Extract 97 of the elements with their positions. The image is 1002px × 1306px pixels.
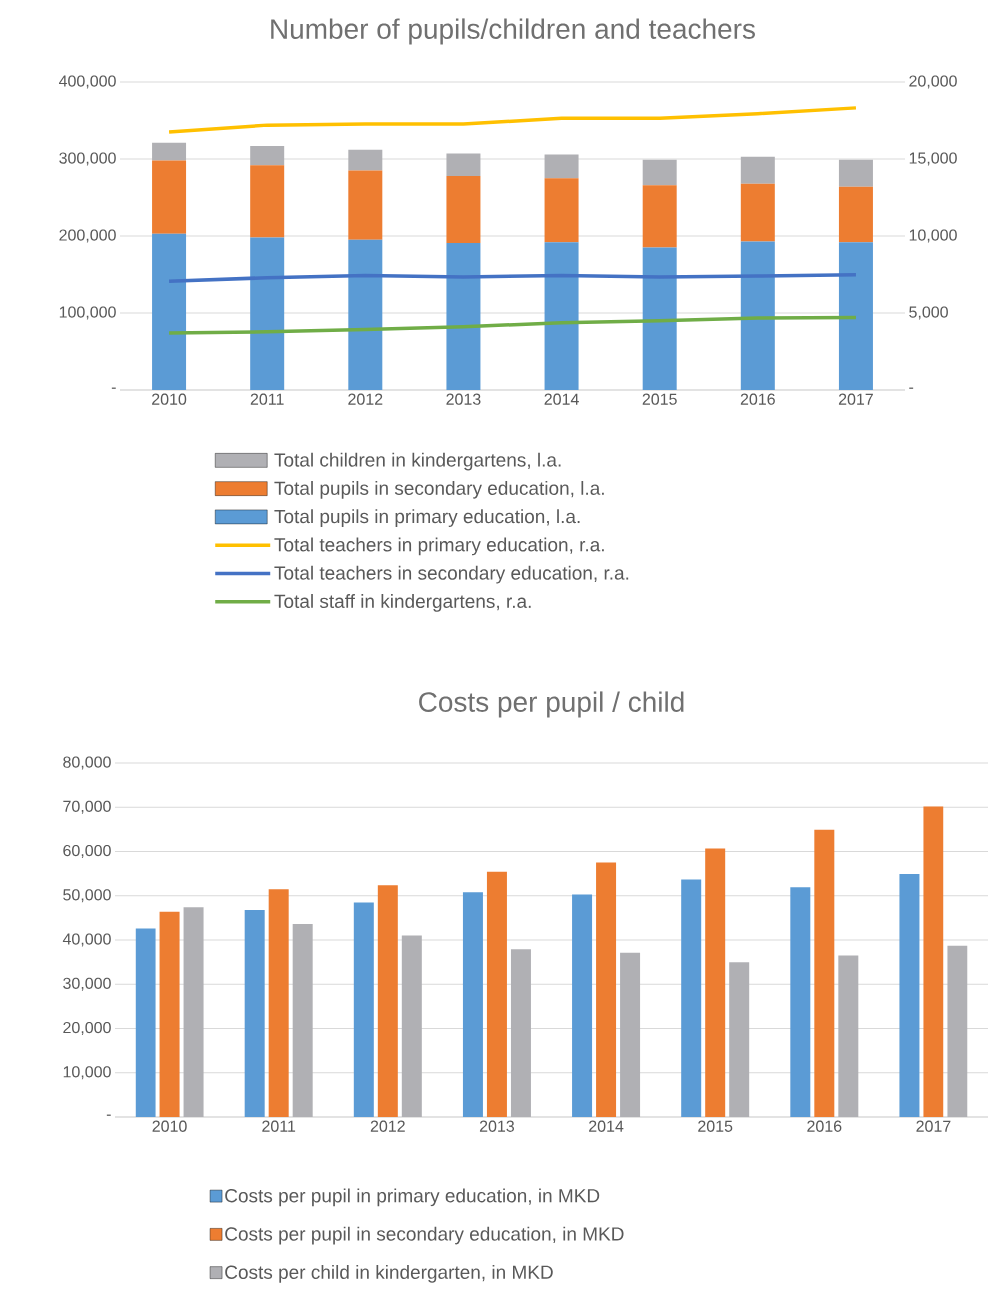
bar [510, 949, 531, 1118]
y2-tick-label: 5,000 [909, 306, 948, 320]
y-tick-label: 400,000 [58, 75, 116, 89]
bar [250, 145, 285, 166]
x-tick-label: 2013 [446, 393, 481, 405]
bar [838, 242, 873, 391]
x-tick-label: 2015 [642, 393, 677, 405]
y-tick-label: 60,000 [63, 844, 111, 859]
x-tick-label: 2017 [916, 1120, 951, 1132]
bar [705, 848, 726, 1118]
bar [462, 892, 483, 1118]
y-tick-label: 30,000 [63, 977, 111, 991]
line-series [167, 315, 858, 335]
bar [446, 153, 481, 176]
x-tick-label: 2011 [262, 1120, 296, 1132]
bar [152, 142, 187, 161]
y-tick-label: 40,000 [62, 933, 111, 947]
x-tick-label: 2016 [807, 1120, 842, 1132]
bar [250, 237, 285, 391]
chart-title: Number of pupils/children and teachers [271, 18, 755, 45]
legend-label: Costs per pupil in primary education, in MKD [225, 1188, 600, 1207]
bar [642, 185, 677, 248]
bar [446, 242, 481, 391]
x-tick-label: 2016 [740, 393, 775, 405]
y-tick-label: - [111, 387, 116, 389]
legend-label: Total teachers in secondary education, r.a. [274, 565, 629, 584]
bar [159, 911, 180, 1118]
y-tick-label: 70,000 [63, 800, 111, 814]
bar [838, 159, 873, 187]
y2-tick-label: 10,000 [909, 229, 957, 243]
bar [642, 159, 677, 186]
legend-label: Total pupils in primary education, l.a. [274, 509, 580, 527]
bar [596, 862, 617, 1118]
x-tick-label: 2010 [152, 393, 187, 405]
line-series [167, 273, 858, 283]
bar [348, 149, 383, 171]
bar [790, 887, 811, 1118]
line-series [167, 106, 858, 134]
x-tick-label: 2012 [370, 1120, 405, 1132]
legend-label: Total pupils in secondary education, l.a. [274, 481, 604, 499]
x-tick-label: 2014 [589, 1120, 624, 1132]
bar [729, 962, 750, 1118]
bar [152, 233, 187, 391]
bar [244, 909, 265, 1118]
bar [348, 170, 383, 240]
legend-label: Total staff in kindergartens, r.a. [274, 594, 531, 612]
y-tick-label: 300,000 [59, 152, 116, 166]
y-tick-label: 10,000 [63, 1066, 111, 1080]
x-tick-label: 2012 [348, 393, 383, 405]
y-tick-label: - [106, 1114, 111, 1116]
y-tick-label: 200,000 [59, 229, 116, 243]
y-tick-label: 50,000 [63, 889, 111, 903]
x-tick-label: 2011 [250, 393, 284, 405]
y2-tick-label: 20,000 [909, 75, 957, 89]
bar [292, 924, 313, 1118]
bar [947, 945, 968, 1118]
x-tick-label: 2015 [698, 1120, 733, 1132]
y-tick-label: 80,000 [63, 756, 111, 770]
bar [135, 928, 156, 1118]
bar [740, 241, 775, 391]
bar [268, 889, 289, 1118]
x-tick-label: 2017 [838, 393, 873, 405]
bar [544, 154, 579, 179]
legend-label: Costs per pupil in secondary education, in MKD [225, 1226, 624, 1245]
bar [838, 955, 859, 1118]
bar [814, 829, 835, 1118]
legend-label: Costs per child in kindergarten, in MKD [225, 1265, 553, 1283]
chart-title: Costs per pupil / child [419, 691, 684, 718]
bar [353, 902, 374, 1118]
bar [899, 874, 920, 1118]
bar [401, 935, 422, 1118]
bar [681, 879, 702, 1118]
legend-label: Total children in kindergartens, l.a. [274, 452, 561, 471]
bar [923, 806, 944, 1118]
bar [348, 239, 383, 391]
y2-tick-label: - [909, 387, 914, 389]
bar [377, 885, 398, 1118]
bar [642, 247, 677, 391]
bar [740, 183, 775, 242]
bar [838, 186, 873, 243]
bar [486, 871, 507, 1118]
bar [183, 907, 204, 1118]
y2-tick-label: 15,000 [909, 152, 957, 166]
x-tick-label: 2013 [479, 1120, 515, 1132]
bar [544, 178, 579, 243]
x-tick-label: 2010 [152, 1120, 187, 1132]
bar [250, 165, 285, 238]
bar [620, 952, 641, 1118]
y-tick-label: 20,000 [63, 1021, 111, 1036]
bar [740, 156, 775, 184]
x-tick-label: 2014 [544, 393, 579, 405]
y-tick-label: 100,000 [59, 306, 116, 320]
bar [152, 160, 187, 234]
bar [544, 242, 579, 391]
legend-label: Total teachers in primary education, r.a. [274, 537, 604, 556]
bar [572, 894, 593, 1118]
bar [446, 175, 481, 243]
